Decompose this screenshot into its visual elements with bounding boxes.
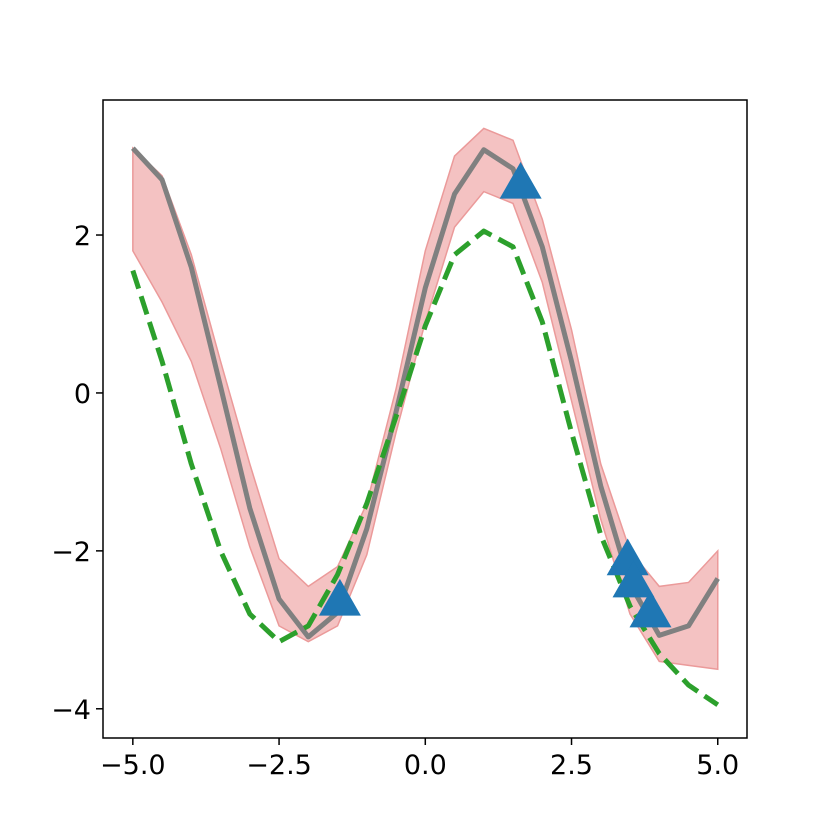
triangle-marker [612,560,655,598]
y-tick-label: −2 [51,537,91,568]
triangle-marker [606,538,649,576]
triangle-marker [499,161,542,199]
triangle-marker [629,590,672,628]
x-tick-label: −2.5 [246,750,312,781]
x-tick-label: 5.0 [696,750,739,781]
x-tick-label: −5.0 [100,750,166,781]
plot-area [130,127,720,707]
x-tick-label: 0.0 [404,750,447,781]
line [130,146,720,640]
y-tick-label: −4 [51,695,91,726]
y-tick-label: 0 [74,379,91,410]
dashed-line [130,228,720,707]
triangle-marker [318,578,361,616]
x-tick-label: 2.5 [550,750,593,781]
y-tick-label: 2 [74,221,91,252]
